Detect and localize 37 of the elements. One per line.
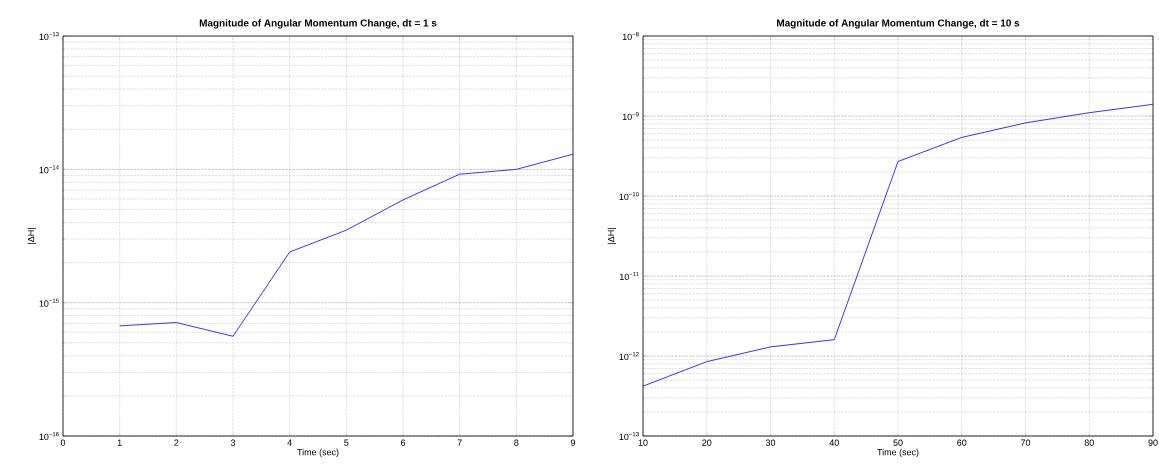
- x-tick-label: 30: [765, 439, 776, 446]
- y-tick-label: 10$^{−9}$: [622, 111, 639, 121]
- x-tick-label: 1: [117, 439, 122, 446]
- x-tick-label: 20: [702, 439, 712, 446]
- y-axis-title: |ΔH|: [607, 228, 617, 244]
- x-tick-label: 2: [174, 439, 179, 446]
- y-tick-label: 10$^{−14}$: [39, 165, 59, 174]
- x-tick-label: 10: [638, 439, 648, 446]
- y-tick-label: 10$^{−15}$: [39, 298, 59, 307]
- y-tick-label: 10$^{−12}$: [619, 351, 639, 361]
- x-tick-label: 6: [400, 439, 406, 446]
- chart-title: Magnitude of Angular Momentum Change, dt = 10 s: [777, 19, 1020, 29]
- y-tick-label: 10$^{−8}$: [622, 31, 639, 41]
- line-series: [643, 103, 1153, 387]
- line-series: [119, 153, 573, 337]
- x-tick-label: 60: [957, 439, 967, 446]
- x-axis-title: Time (sec): [297, 448, 339, 458]
- y-axis-title: |ΔH|: [27, 228, 37, 244]
- y-tick-label: 10$^{−11}$: [620, 272, 639, 281]
- y-tick-label: 10$^{−10}$: [619, 191, 639, 201]
- x-tick-label: 8: [514, 439, 519, 446]
- y-tick-label: 10$^{−16}$: [39, 431, 59, 441]
- y-tick-label: 10$^{−13}$: [39, 32, 59, 41]
- x-tick-label: 80: [1084, 439, 1094, 446]
- x-tick-label: 4: [287, 439, 292, 446]
- x-tick-label: 9: [570, 439, 576, 446]
- x-tick-label: 90: [1148, 439, 1158, 446]
- x-tick-label: 5: [344, 439, 349, 446]
- x-tick-label: 0: [60, 439, 66, 446]
- x-tick-label: 50: [893, 439, 903, 446]
- x-tick-label: 7: [457, 439, 462, 446]
- x-tick-label: 3: [230, 439, 236, 446]
- y-tick-label: 10$^{−13}$: [619, 431, 639, 441]
- x-tick-label: 70: [1020, 439, 1031, 446]
- chart-title: Magnitude of Angular Momentum Change, dt = 1 s: [199, 19, 437, 29]
- x-axis-title: Time (sec): [877, 448, 919, 458]
- x-tick-label: 40: [829, 439, 839, 446]
